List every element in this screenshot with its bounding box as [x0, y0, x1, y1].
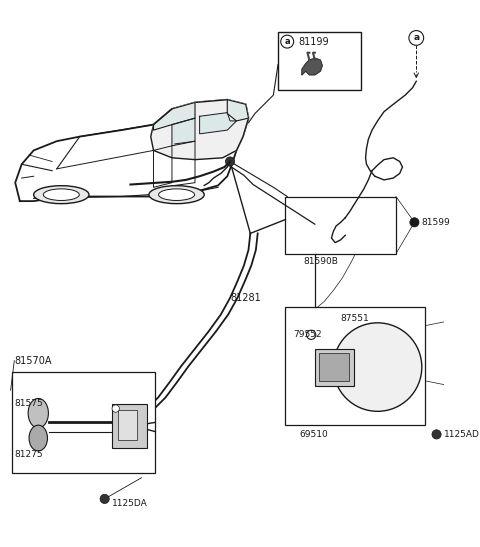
Text: 1125AD: 1125AD	[444, 430, 480, 439]
Bar	[119, 410, 137, 440]
Bar	[112, 404, 147, 448]
Circle shape	[281, 35, 294, 48]
Text: 69510: 69510	[299, 430, 328, 439]
Polygon shape	[15, 100, 249, 201]
Circle shape	[410, 218, 419, 227]
Text: 79552: 79552	[293, 330, 321, 339]
Bar	[315, 348, 354, 386]
Ellipse shape	[149, 185, 204, 203]
Ellipse shape	[28, 398, 48, 428]
Polygon shape	[154, 102, 195, 130]
Bar	[320, 353, 349, 381]
Text: 81570A: 81570A	[14, 356, 52, 365]
Text: 81575: 81575	[14, 399, 43, 409]
Polygon shape	[227, 100, 249, 121]
Ellipse shape	[158, 189, 194, 201]
Ellipse shape	[29, 425, 48, 451]
Polygon shape	[151, 100, 249, 160]
Text: 81590B: 81590B	[304, 257, 339, 265]
Circle shape	[409, 31, 424, 45]
Bar	[285, 307, 425, 425]
Circle shape	[307, 330, 316, 340]
Polygon shape	[302, 58, 322, 75]
Text: 81275: 81275	[14, 450, 43, 459]
Text: 81199: 81199	[298, 37, 329, 46]
Ellipse shape	[34, 185, 89, 203]
Text: 87551: 87551	[341, 314, 370, 323]
Text: 81281: 81281	[230, 293, 261, 303]
Circle shape	[333, 323, 422, 411]
Circle shape	[226, 157, 235, 166]
Bar	[278, 32, 361, 90]
Circle shape	[112, 405, 120, 412]
Bar	[285, 196, 396, 254]
Bar	[12, 372, 156, 473]
Ellipse shape	[43, 189, 79, 201]
Text: a: a	[284, 37, 290, 46]
Polygon shape	[172, 118, 195, 146]
Circle shape	[432, 430, 441, 439]
Text: a: a	[413, 33, 420, 43]
Text: 1125DA: 1125DA	[112, 499, 148, 508]
Polygon shape	[200, 113, 237, 134]
Circle shape	[100, 494, 109, 504]
Text: 81599: 81599	[422, 218, 451, 227]
